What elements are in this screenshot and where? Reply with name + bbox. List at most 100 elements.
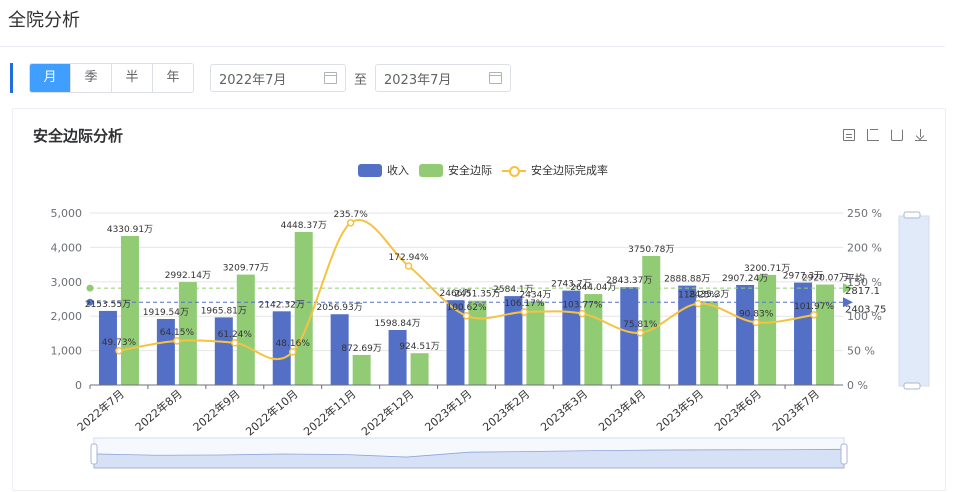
bar bbox=[98, 310, 117, 385]
y-right-tick-label: 50 % bbox=[847, 345, 875, 358]
bar bbox=[584, 294, 603, 385]
x-tick-label: 2023年5月 bbox=[653, 387, 706, 434]
legend-margin[interactable]: 安全边际 bbox=[419, 162, 492, 178]
x-tick-label: 2022年12月 bbox=[358, 387, 416, 439]
x-tick-label: 2022年7月 bbox=[74, 387, 127, 434]
bar bbox=[352, 354, 371, 385]
bar-data-label: 2843.37万 bbox=[606, 276, 652, 286]
rate-data-label: 90.83% bbox=[739, 310, 774, 320]
download-icon[interactable] bbox=[915, 129, 927, 141]
bar bbox=[620, 287, 639, 385]
legend-income-swatch bbox=[358, 163, 382, 177]
end-date-value: 2023年7月 bbox=[384, 72, 452, 88]
bar bbox=[504, 296, 523, 385]
data-zoom-vertical-track bbox=[898, 215, 930, 387]
y-left-tick-label: 2,000 bbox=[51, 310, 83, 323]
legend-income-label: 收入 bbox=[387, 164, 409, 177]
start-date-picker[interactable]: 2022年7月 bbox=[210, 64, 346, 92]
x-tick-label: 2022年11月 bbox=[301, 387, 359, 439]
rate-data-label: 48.16% bbox=[276, 339, 311, 349]
rate-data-label: 172.94% bbox=[389, 253, 429, 263]
calendar-icon bbox=[489, 72, 503, 84]
document-icon[interactable] bbox=[843, 129, 855, 141]
bar-data-label: 2434万 bbox=[519, 290, 551, 300]
bar-data-label: 3750.78万 bbox=[628, 245, 674, 255]
legend-income[interactable]: 收入 bbox=[358, 162, 409, 178]
rate-point bbox=[578, 309, 587, 318]
period-year-button[interactable]: 年 bbox=[153, 64, 193, 92]
rate-point bbox=[520, 308, 529, 316]
x-tick-label: 2023年2月 bbox=[480, 387, 533, 434]
rate-data-label: 118.25% bbox=[678, 291, 718, 301]
bar bbox=[468, 300, 487, 385]
rate-point bbox=[636, 329, 645, 337]
legend-rate[interactable]: 安全边际完成率 bbox=[502, 162, 608, 178]
rate-data-label: 103.77% bbox=[562, 301, 602, 311]
bar bbox=[816, 284, 835, 385]
rate-point bbox=[404, 262, 413, 270]
bar-data-label: 2888.88万 bbox=[664, 275, 710, 285]
rate-data-label: 101.97% bbox=[794, 302, 834, 312]
end-date-picker[interactable]: 2023年7月 bbox=[375, 64, 512, 92]
bar-data-label: 1965.81万 bbox=[201, 306, 247, 316]
period-month-button[interactable]: 月 bbox=[30, 64, 71, 92]
period-quarter-button[interactable]: 季 bbox=[71, 64, 112, 92]
mark-line-income-label: 2403.75 bbox=[845, 304, 886, 315]
crop-icon[interactable] bbox=[867, 129, 879, 141]
mark-line-income-start bbox=[86, 298, 94, 306]
y-right-tick-label: 0 % bbox=[847, 379, 868, 392]
bar-data-label: 2907.24万 bbox=[722, 274, 768, 284]
bar bbox=[330, 314, 349, 385]
mark-line-margin-arrow bbox=[843, 283, 853, 294]
bar-data-label: 2142.32万 bbox=[259, 300, 305, 310]
data-zoom-top-handle[interactable] bbox=[903, 211, 921, 219]
rate-point bbox=[462, 312, 471, 320]
rate-point bbox=[288, 348, 297, 356]
legend-margin-swatch bbox=[419, 163, 443, 177]
page-title: 全院分析 bbox=[8, 10, 80, 31]
bar bbox=[562, 290, 581, 385]
chart-legend: 收入 安全边际 安全边际完成率 bbox=[358, 162, 618, 178]
y-left-tick-label: 5,000 bbox=[51, 207, 83, 220]
start-date-value: 2022年7月 bbox=[219, 72, 287, 88]
bar bbox=[178, 282, 197, 385]
x-tick-label: 2022年9月 bbox=[190, 387, 243, 434]
period-half-button[interactable]: 半 bbox=[112, 64, 153, 92]
header-divider bbox=[0, 46, 945, 47]
y-left-tick-label: 1,000 bbox=[51, 345, 83, 358]
data-zoom-right-handle[interactable] bbox=[840, 443, 848, 465]
y-right-tick-label: 250 % bbox=[847, 207, 882, 220]
bar-data-label: 2153.55万 bbox=[85, 300, 131, 310]
bar bbox=[758, 274, 777, 385]
legend-margin-label: 安全边际 bbox=[448, 164, 492, 177]
bar bbox=[736, 284, 755, 385]
bar bbox=[700, 301, 719, 385]
period-selector: 月 季 半 年 bbox=[29, 63, 194, 93]
rate-data-label: 75.81% bbox=[623, 320, 658, 330]
rate-point bbox=[173, 337, 181, 345]
bar bbox=[526, 301, 545, 385]
bar bbox=[678, 285, 697, 385]
x-tick-label: 2023年6月 bbox=[711, 387, 764, 434]
data-zoom-left-handle[interactable] bbox=[90, 443, 98, 465]
bar bbox=[120, 236, 139, 385]
bar-data-label: 4330.91万 bbox=[107, 225, 153, 235]
rate-point bbox=[694, 299, 702, 308]
rate-point bbox=[346, 219, 355, 227]
rate-data-label: 100.62% bbox=[446, 303, 486, 313]
bar-data-label: 924.51万 bbox=[399, 342, 440, 352]
calendar-icon bbox=[324, 72, 337, 84]
rate-point bbox=[752, 318, 760, 327]
rate-data-label: 61.24% bbox=[218, 330, 253, 340]
bar bbox=[294, 231, 313, 385]
bar-data-label: 2584.1万 bbox=[493, 285, 534, 295]
bar bbox=[410, 353, 429, 385]
filter-toolbar: 月 季 半 年 2022年7月 至 2023年7月 bbox=[10, 62, 512, 94]
reset-icon[interactable] bbox=[891, 129, 903, 141]
mark-line-margin-start bbox=[86, 284, 94, 292]
data-zoom-bottom-handle[interactable] bbox=[903, 382, 921, 390]
y-right-tick-label: 200 % bbox=[847, 241, 882, 254]
y-left-tick-label: 3,000 bbox=[51, 276, 83, 289]
rate-point bbox=[810, 311, 818, 319]
